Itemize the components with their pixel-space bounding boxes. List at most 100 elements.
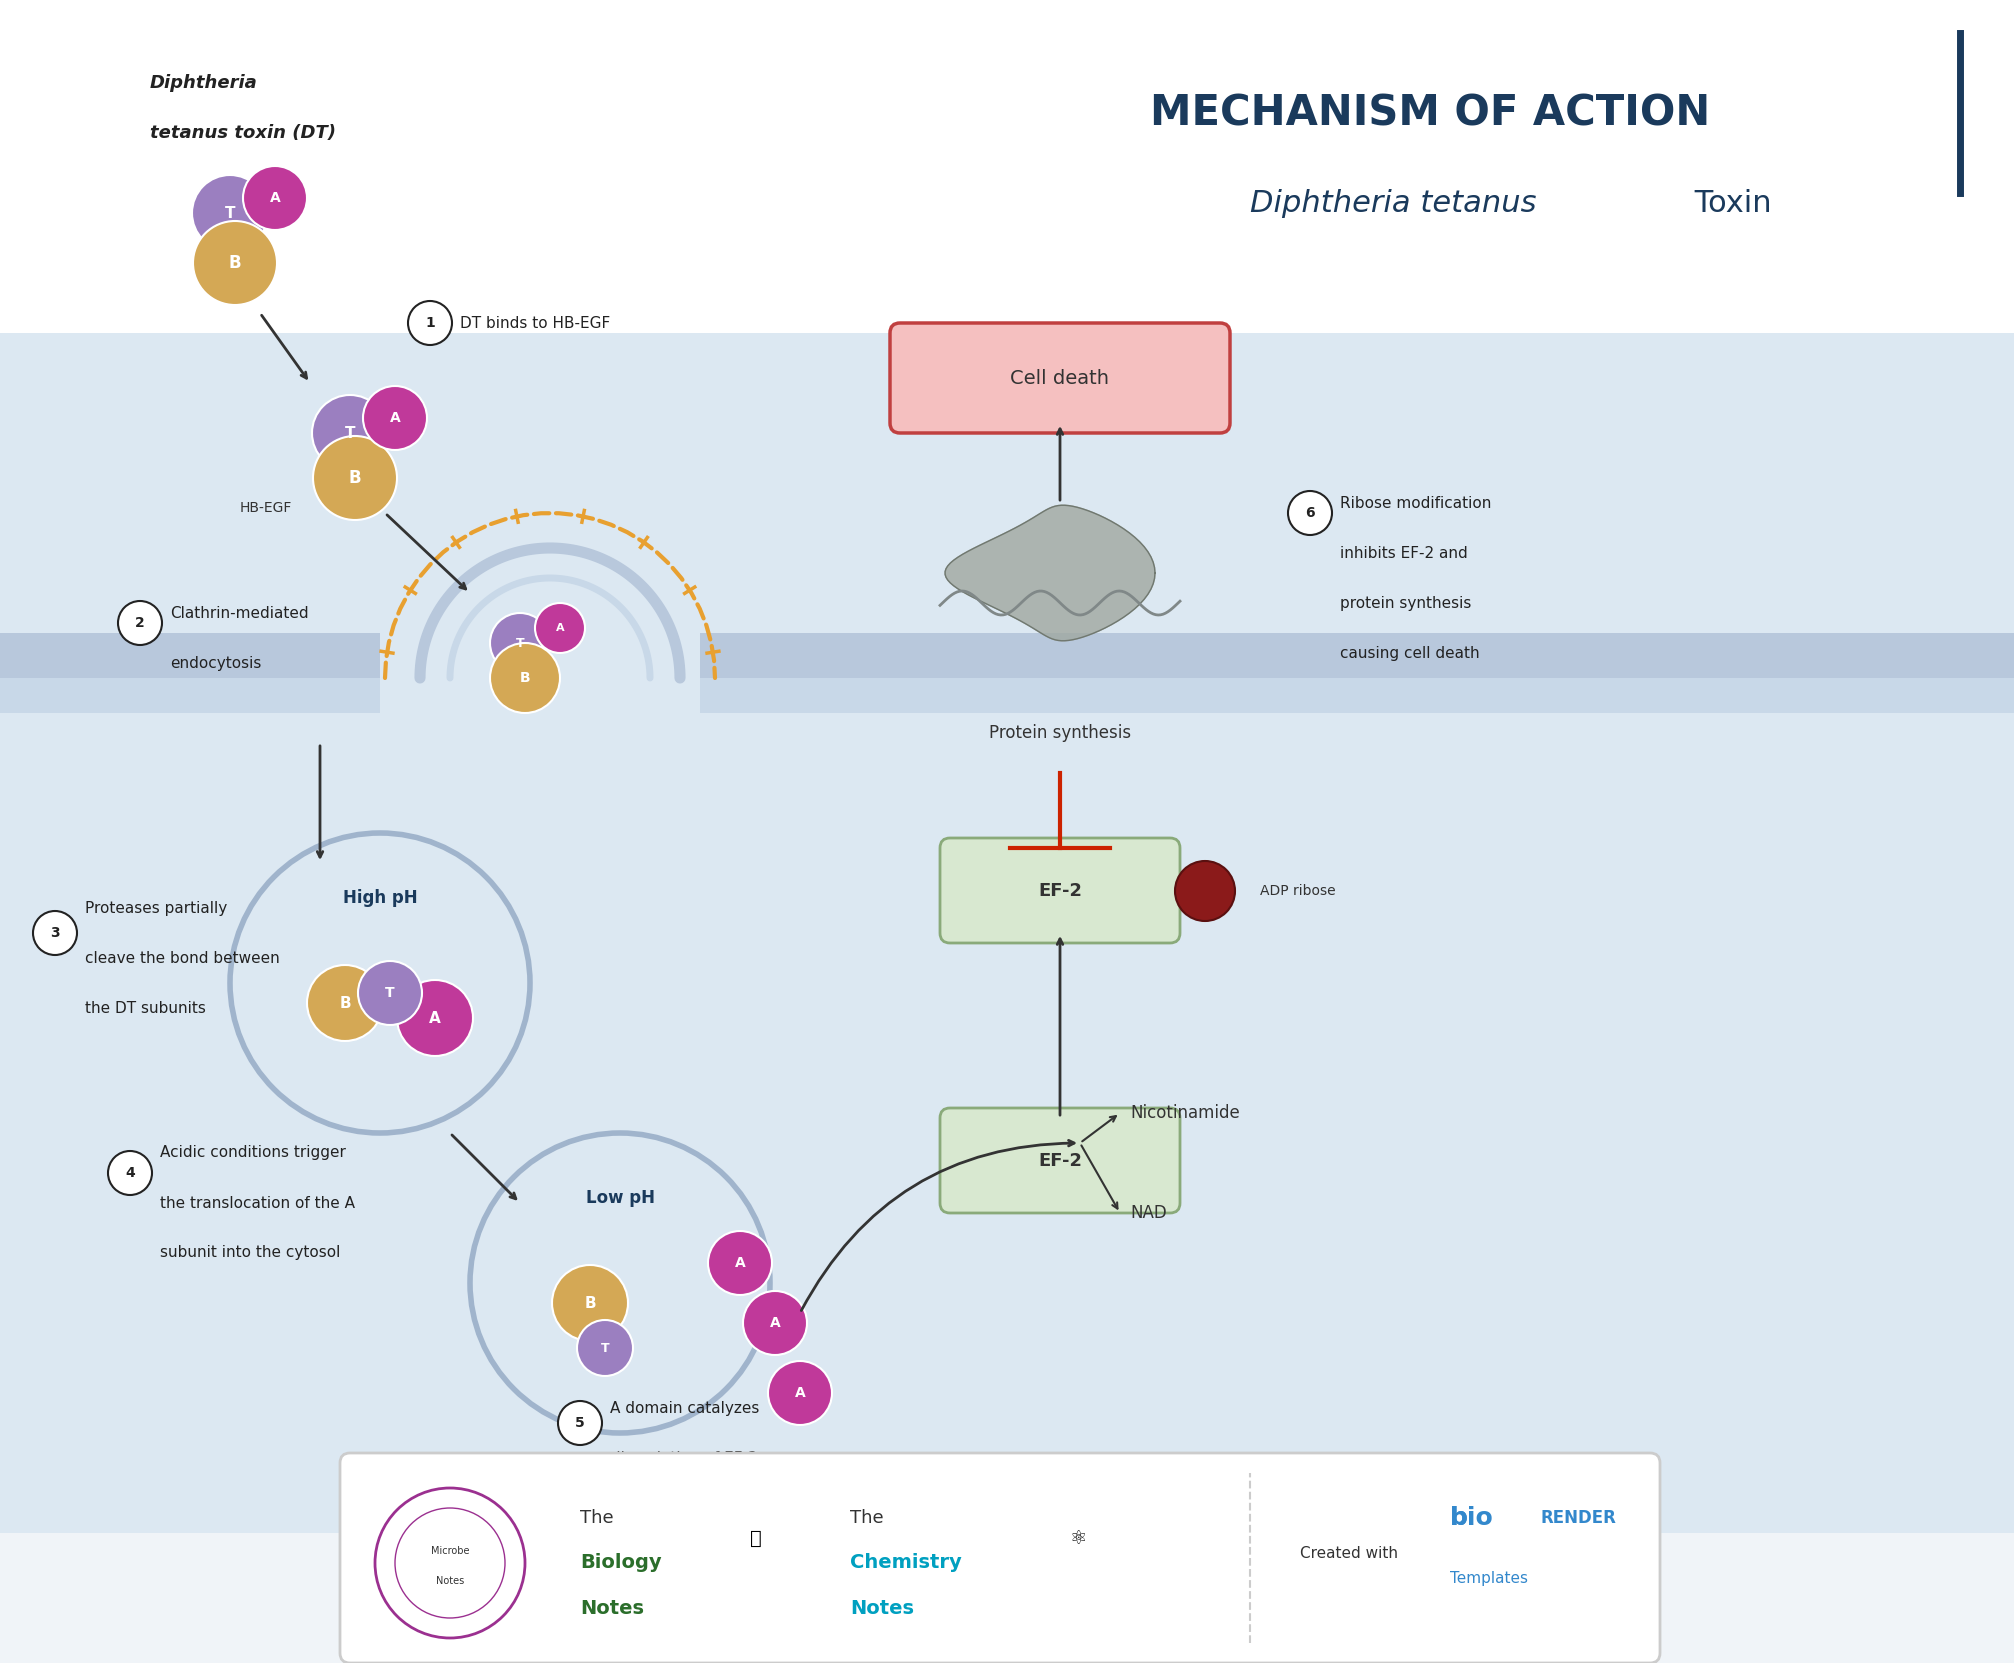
Text: The: The	[850, 1508, 884, 1527]
Text: Created with: Created with	[1299, 1545, 1398, 1560]
Circle shape	[767, 1360, 832, 1425]
Bar	[0, 679, 2014, 713]
Text: NAD: NAD	[1130, 1204, 1166, 1222]
Text: A: A	[556, 624, 564, 634]
Circle shape	[707, 1231, 771, 1295]
Text: Chemistry: Chemistry	[850, 1553, 961, 1573]
Circle shape	[743, 1290, 806, 1355]
Circle shape	[397, 980, 473, 1056]
Text: A: A	[794, 1385, 806, 1400]
Text: A: A	[735, 1256, 745, 1271]
Text: causing cell death: causing cell death	[1339, 645, 1478, 660]
Text: cleave the bond between: cleave the bond between	[85, 951, 280, 966]
Text: RENDER: RENDER	[1539, 1508, 1615, 1527]
Text: endocytosis: endocytosis	[169, 655, 262, 670]
Text: the translocation of the A: the translocation of the A	[159, 1196, 354, 1211]
Text: inhibits EF-2 and: inhibits EF-2 and	[1339, 545, 1466, 560]
Text: Notes: Notes	[435, 1577, 463, 1587]
Text: Biology: Biology	[580, 1553, 661, 1573]
Text: ⚛: ⚛	[1069, 1528, 1088, 1548]
Text: tetanus toxin (DT): tetanus toxin (DT)	[149, 125, 336, 141]
Text: High pH: High pH	[342, 890, 417, 906]
Circle shape	[469, 1133, 769, 1434]
Text: T: T	[600, 1342, 608, 1354]
Text: B: B	[228, 254, 242, 273]
Bar	[381, 634, 699, 713]
Text: B: B	[348, 469, 361, 487]
Text: DT binds to HB-EGF: DT binds to HB-EGF	[459, 316, 610, 331]
Bar	[0, 634, 2014, 679]
Text: Notes: Notes	[580, 1598, 644, 1618]
Circle shape	[576, 1320, 632, 1375]
Circle shape	[489, 614, 550, 674]
Text: EF-2: EF-2	[1037, 1152, 1082, 1171]
Circle shape	[489, 644, 560, 713]
Text: Notes: Notes	[850, 1598, 914, 1618]
Text: A: A	[769, 1315, 779, 1330]
Text: bio: bio	[1450, 1507, 1492, 1530]
Circle shape	[109, 1151, 151, 1196]
Text: Low pH: Low pH	[586, 1189, 655, 1207]
Bar	[0, 0, 2014, 333]
Text: Ribose modification: Ribose modification	[1339, 496, 1490, 511]
Text: T: T	[226, 206, 236, 221]
Circle shape	[119, 600, 161, 645]
Circle shape	[312, 396, 389, 471]
Text: The: The	[580, 1508, 614, 1527]
Text: 6: 6	[1305, 506, 1315, 521]
Polygon shape	[945, 506, 1154, 640]
FancyBboxPatch shape	[941, 1108, 1180, 1212]
FancyBboxPatch shape	[340, 1453, 1660, 1663]
Text: Templates: Templates	[1450, 1570, 1527, 1585]
Text: HB-EGF: HB-EGF	[240, 501, 292, 516]
Text: Acidic conditions trigger: Acidic conditions trigger	[159, 1146, 346, 1161]
Circle shape	[407, 301, 451, 344]
Text: A: A	[270, 191, 280, 205]
Text: Clathrin-mediated: Clathrin-mediated	[169, 605, 308, 620]
Text: B: B	[584, 1295, 596, 1310]
Text: A domain catalyzes: A domain catalyzes	[610, 1400, 759, 1415]
Text: T: T	[516, 637, 524, 650]
Circle shape	[32, 911, 77, 955]
Text: A: A	[429, 1011, 441, 1026]
Text: Microbe: Microbe	[431, 1547, 469, 1557]
FancyBboxPatch shape	[0, 333, 2014, 1533]
Text: B: B	[520, 670, 530, 685]
Text: the DT subunits: the DT subunits	[85, 1001, 205, 1016]
Text: MECHANISM OF ACTION: MECHANISM OF ACTION	[1150, 91, 1710, 135]
Text: Cell death: Cell death	[1009, 369, 1110, 387]
Text: Diphtheria tetanus: Diphtheria tetanus	[1249, 188, 1537, 218]
Text: Nicotinamide: Nicotinamide	[1130, 1104, 1239, 1123]
Text: EF-2: EF-2	[1037, 881, 1082, 900]
Circle shape	[552, 1266, 628, 1340]
Text: Toxin: Toxin	[1684, 188, 1770, 218]
Text: b: b	[1450, 1507, 1466, 1530]
Circle shape	[306, 965, 383, 1041]
Text: 🧬: 🧬	[749, 1528, 761, 1548]
Text: ribosylation of EF-2: ribosylation of EF-2	[610, 1450, 757, 1465]
Text: protein synthesis: protein synthesis	[1339, 595, 1470, 610]
Text: subunit into the cytosol: subunit into the cytosol	[159, 1246, 340, 1261]
Text: T: T	[385, 986, 395, 999]
Text: 1: 1	[425, 316, 435, 329]
Circle shape	[1287, 491, 1331, 535]
FancyBboxPatch shape	[941, 838, 1180, 943]
Circle shape	[244, 166, 306, 229]
Circle shape	[1174, 861, 1235, 921]
Circle shape	[191, 175, 268, 251]
Text: Proteases partially: Proteases partially	[85, 900, 228, 916]
Circle shape	[395, 1508, 506, 1618]
Circle shape	[230, 833, 530, 1133]
Circle shape	[375, 1488, 526, 1638]
Text: B: B	[338, 996, 350, 1011]
Circle shape	[193, 221, 276, 304]
Text: 3: 3	[50, 926, 60, 940]
Text: Protein synthesis: Protein synthesis	[989, 723, 1130, 742]
Text: 5: 5	[574, 1415, 584, 1430]
Circle shape	[312, 436, 397, 521]
Circle shape	[363, 386, 427, 451]
Text: ADP ribose: ADP ribose	[1259, 885, 1335, 898]
Text: Diphtheria: Diphtheria	[149, 73, 258, 91]
Text: 4: 4	[125, 1166, 135, 1181]
Text: T: T	[344, 426, 354, 441]
